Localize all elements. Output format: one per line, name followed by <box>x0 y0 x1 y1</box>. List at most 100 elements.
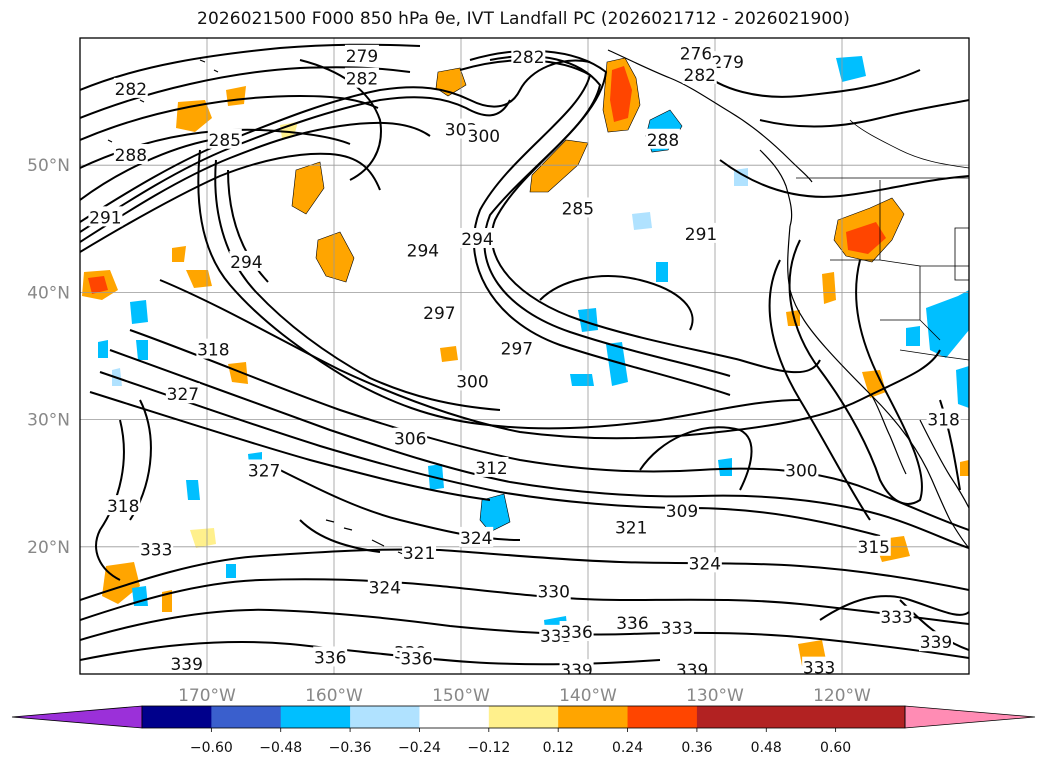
ivt-positive-patch <box>315 231 355 283</box>
contour-label: 300 <box>785 461 817 481</box>
contour-line <box>89 391 491 501</box>
colorbar-tick-label: −0.60 <box>190 740 233 756</box>
contour-label: 330 <box>537 582 569 602</box>
colorbar-tick-labels: −0.60 −0.48 −0.36 −0.24 −0.12 0.12 0.24 0.36 0.4… <box>190 728 851 756</box>
border-alaska-canada <box>849 119 969 169</box>
ivt-negative-patch <box>718 458 732 476</box>
contour-label: 291 <box>685 225 717 245</box>
aleutian-islands <box>107 59 219 143</box>
contour-label: 339 <box>170 655 202 675</box>
colorbar-segment <box>211 706 282 728</box>
longitude-label: 160°W <box>305 686 363 706</box>
contour-line <box>95 419 125 581</box>
contour-label-background <box>139 538 174 559</box>
colorbar-tick-label: −0.12 <box>467 740 510 756</box>
contour-label-background <box>645 128 680 149</box>
contour-label-background <box>474 456 509 477</box>
contour-label: 276 <box>680 44 712 64</box>
contour-label-background <box>466 124 501 145</box>
ivt-negative-patch <box>136 340 148 360</box>
latitude-labels: 50°N 40°N 30°N 20°N <box>27 156 70 558</box>
contour-label-background <box>460 227 495 248</box>
contour-line <box>80 94 379 141</box>
ivt-negative-patch <box>186 480 200 500</box>
contour-label-background <box>559 659 594 674</box>
colorbar-tick-label: −0.36 <box>329 740 372 756</box>
contour-label-background <box>682 63 717 84</box>
contour-label: 294 <box>407 241 439 261</box>
contour-label-background <box>559 621 594 642</box>
ivt-positive-patch <box>102 562 140 604</box>
contour-label: 294 <box>461 230 493 250</box>
colorbar-segment <box>627 706 698 728</box>
contour-label: 327 <box>167 385 199 405</box>
coastline-gulf <box>919 419 969 509</box>
contour-label-background <box>455 370 490 391</box>
coastline-baja <box>871 395 907 475</box>
contour-label-background <box>165 383 200 404</box>
colorbar-segment <box>488 706 559 728</box>
longitude-label: 140°W <box>559 686 617 706</box>
contour-label-background <box>675 659 710 674</box>
contour-line <box>80 121 431 243</box>
contour-line <box>788 239 923 505</box>
contour-label: 312 <box>475 459 507 479</box>
contour-label-background <box>784 459 819 480</box>
contour-label: 288 <box>647 131 679 151</box>
contour-label: 324 <box>460 529 492 549</box>
contour-label: 339 <box>560 661 592 681</box>
contour-label-background <box>499 337 534 358</box>
contour-label-background <box>879 605 914 626</box>
contour-line <box>459 59 731 396</box>
coastline-us-west <box>787 225 969 549</box>
contour-line <box>768 259 871 521</box>
colorbar-extend-low <box>11 705 143 729</box>
contour-label: 318 <box>927 411 959 431</box>
contour-label-background <box>615 612 650 633</box>
contour-label: 336 <box>616 614 648 634</box>
ivt-positive-patch <box>846 222 886 254</box>
colorbar-tick-label: 0.60 <box>820 740 851 756</box>
contour-line <box>159 279 941 440</box>
contour-label-background <box>367 576 402 597</box>
colorbar-extend-high <box>904 705 1036 729</box>
contour-label-background <box>313 646 348 667</box>
contour-label-background <box>399 647 434 668</box>
contour-line <box>469 49 731 377</box>
ivt-positive-patch <box>960 460 969 476</box>
contour-line <box>539 275 694 331</box>
ivt-positive-patch <box>280 122 298 138</box>
contour-label: 297 <box>423 304 455 324</box>
contour-line <box>80 96 511 233</box>
coastline-alaska <box>607 49 813 183</box>
contour-label: 339 <box>676 661 708 681</box>
contour-line <box>299 519 381 553</box>
colorbar-tick-label: 0.24 <box>612 740 643 756</box>
contour-label: 297 <box>501 339 533 359</box>
contour-label: 339 <box>920 633 952 653</box>
contour-label: 285 <box>209 131 241 151</box>
contour-line <box>80 59 591 223</box>
contour-label-background <box>926 408 961 429</box>
colorbar-segment <box>696 706 767 728</box>
ivt-positive-patch <box>172 246 186 262</box>
contour-label: 321 <box>615 519 647 539</box>
colorbar-segment <box>142 706 212 728</box>
contour-label-background <box>106 495 141 516</box>
contour-label-background <box>113 144 148 165</box>
longitude-label: 130°W <box>686 686 744 706</box>
contour-line <box>129 329 969 531</box>
contour-label-background <box>659 617 694 638</box>
contour-label-background <box>560 197 595 218</box>
latitude-label: 20°N <box>27 538 70 558</box>
ivt-negative-patch <box>956 366 969 408</box>
ivt-negative-patch <box>570 374 594 386</box>
contour-label: 300 <box>456 372 488 392</box>
contour-label-background <box>422 301 457 322</box>
contour-line <box>227 169 269 283</box>
ivt-negative-patch <box>98 340 108 358</box>
contour-label-background <box>536 580 571 601</box>
contour-line <box>80 548 969 601</box>
contour-line <box>214 159 501 411</box>
